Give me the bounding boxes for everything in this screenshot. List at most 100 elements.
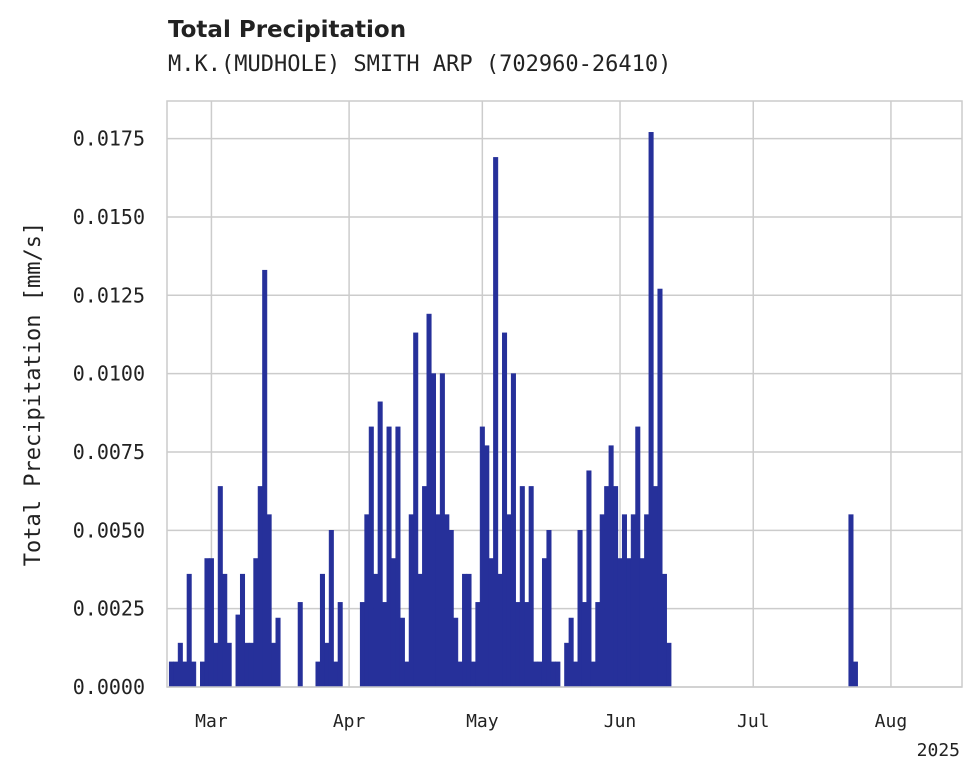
precip-bar [248, 642, 254, 688]
precip-bar [524, 602, 530, 688]
precip-bar [413, 332, 419, 688]
precip-bar [564, 642, 570, 688]
precip-bar [430, 373, 437, 688]
precip-bar [462, 573, 468, 688]
precip-bar [653, 486, 659, 688]
precip-bar [541, 558, 548, 688]
precip-bar [533, 661, 539, 688]
precip-bar [515, 602, 521, 688]
precip-bar [319, 573, 325, 688]
precip-bar [377, 401, 383, 688]
precip-bar [648, 132, 654, 688]
precip-bar [368, 426, 374, 688]
y-axis-label: Total Precipitation [mm/s] [21, 222, 46, 566]
precip-bar [497, 573, 503, 688]
precip-bar [506, 514, 512, 688]
precip-bar [666, 642, 672, 688]
precip-bar [328, 530, 334, 688]
precip-bar [373, 573, 379, 688]
grid-lines [167, 101, 962, 688]
precip-bar [173, 661, 179, 688]
y-tick-label: 0.0175 [73, 127, 145, 151]
precip-bar [466, 573, 472, 688]
precip-bar [573, 661, 579, 688]
precip-bar [217, 486, 223, 688]
plot-frame [166, 100, 963, 688]
precip-bar [271, 642, 277, 688]
y-tick-label: 0.0025 [73, 597, 145, 621]
precip-bar [324, 642, 330, 688]
precip-bar [621, 514, 627, 688]
precip-bar [275, 617, 281, 688]
chart-title: Total Precipitation [168, 17, 407, 43]
precip-bar [595, 602, 601, 688]
precip-bar [191, 661, 197, 688]
precip-bar [568, 617, 574, 688]
precip-bar [444, 514, 450, 688]
precip-bar [657, 288, 663, 688]
precip-bar [390, 558, 397, 688]
precip-bar [488, 558, 494, 688]
precip-bar [435, 514, 441, 688]
precip-bar [586, 470, 592, 688]
precip-bar [266, 514, 272, 688]
precip-bar [182, 661, 188, 688]
precip-bar [613, 486, 619, 688]
precip-bar [484, 445, 490, 688]
precip-bar [257, 486, 263, 688]
precip-bar [848, 514, 854, 688]
precip-bar [577, 530, 583, 688]
precip-bar [422, 486, 428, 688]
precip-bar [475, 602, 481, 688]
precip-bar [359, 602, 365, 688]
precip-bar [479, 426, 485, 688]
precip-bar [253, 558, 259, 688]
precip-bar [297, 602, 303, 688]
precip-bar [382, 602, 388, 688]
y-tick-label: 0.0075 [73, 440, 145, 464]
precip-bar [439, 373, 445, 688]
precip-bar [395, 426, 401, 688]
precip-bar [204, 558, 210, 688]
precip-bar [364, 514, 370, 688]
precip-bar [222, 573, 228, 688]
precip-bar [200, 661, 206, 688]
precip-bar [235, 614, 241, 688]
precip-bar [546, 530, 552, 688]
precip-bar [333, 661, 339, 688]
precip-bar [590, 661, 596, 688]
precip-bar [448, 530, 454, 688]
y-tick-label: 0.0050 [73, 518, 145, 542]
x-tick-label: Mar [195, 711, 228, 732]
precip-bar [239, 573, 246, 688]
precip-bar [470, 661, 476, 688]
precip-bar [337, 602, 343, 688]
precip-bar [417, 573, 423, 688]
precip-bar [208, 558, 214, 688]
x-tick-label: Jul [737, 711, 770, 732]
precip-bar [493, 157, 499, 688]
precip-bar [617, 558, 623, 688]
precip-bar [426, 313, 432, 688]
precip-bar [502, 332, 508, 688]
precip-bar [604, 486, 610, 688]
x-tick-label: Apr [333, 711, 366, 732]
x-tick-label: Aug [875, 711, 908, 732]
precip-bar [639, 558, 645, 688]
y-tick-labels: 0.0000 0.0025 0.0050 0.0075 0.0100 0.0125 0.01… [73, 127, 145, 699]
x-tick-label: May [466, 711, 499, 732]
precip-bar [852, 661, 858, 688]
precip-bar [404, 661, 410, 688]
x-offset-label: 2025 [917, 740, 960, 761]
precip-bar [177, 642, 183, 688]
bar-series [168, 132, 858, 688]
precip-bar [608, 445, 614, 688]
precip-bar [599, 514, 605, 688]
precip-bar [186, 573, 192, 688]
precip-bar [244, 642, 250, 688]
precip-bar [168, 661, 174, 688]
precip-bar [213, 642, 219, 688]
precip-bar [457, 661, 463, 688]
precip-bar [626, 558, 632, 688]
